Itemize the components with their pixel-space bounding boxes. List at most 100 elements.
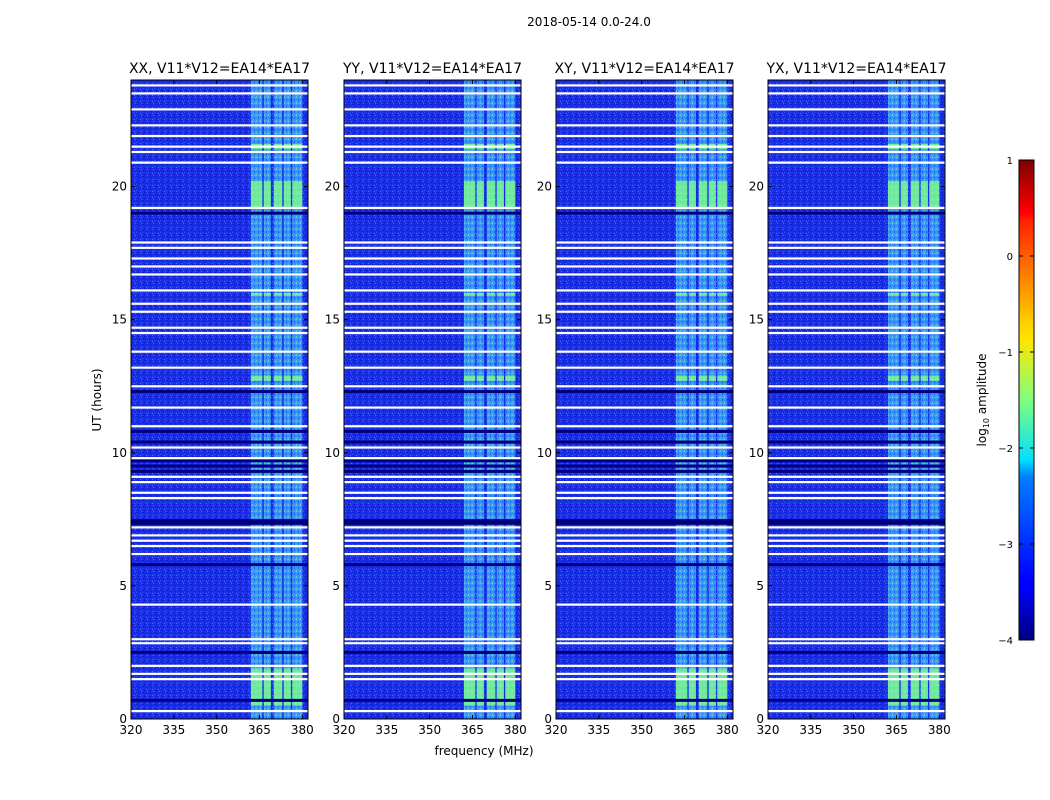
flagged-row	[556, 603, 733, 606]
dark-row	[768, 429, 945, 433]
y-tick-label: 20	[112, 180, 127, 194]
rfi-band	[463, 80, 476, 719]
flagged-row	[768, 161, 945, 164]
strong-rfi-patch	[292, 293, 303, 296]
strong-rfi-patch	[910, 375, 920, 381]
panel-title: XY, V11*V12=EA14*EA17	[554, 61, 734, 77]
flagged-row	[344, 302, 521, 305]
x-tick-label: 365	[885, 723, 908, 737]
strong-rfi-patch	[486, 181, 496, 208]
dark-row	[131, 429, 308, 433]
y-tick-label: 5	[332, 579, 340, 593]
flagged-row	[768, 491, 945, 494]
flagged-row	[768, 108, 945, 111]
strong-rfi-patch	[887, 668, 900, 706]
flagged-row	[344, 206, 521, 209]
flagged-row	[556, 457, 733, 460]
dark-row	[768, 469, 945, 473]
flagged-row	[344, 642, 521, 645]
dark-row	[131, 440, 308, 444]
strong-rfi-patch	[717, 375, 728, 381]
colorbar-label: log10 amplitude	[975, 354, 991, 447]
flagged-row	[556, 534, 733, 537]
x-axis-label: frequency (MHz)	[434, 744, 533, 758]
flagged-row	[344, 124, 521, 127]
panel-frame	[130, 79, 309, 720]
strong-rfi-patch	[496, 375, 504, 381]
rfi-band	[292, 80, 303, 719]
flagged-row	[131, 544, 308, 548]
flagged-row	[131, 366, 308, 369]
strong-rfi-patch	[292, 375, 303, 381]
y-tick-label: 10	[325, 446, 340, 460]
strong-rfi-patch	[688, 293, 696, 296]
flagged-row	[344, 385, 521, 388]
flagged-row	[768, 544, 945, 548]
strong-rfi-patch	[505, 668, 516, 706]
strong-rfi-patch	[717, 668, 728, 706]
flagged-row	[556, 241, 733, 244]
rfi-band	[273, 80, 283, 719]
x-tick-label: 365	[461, 723, 484, 737]
strong-rfi-patch	[273, 293, 283, 296]
flagged-row	[556, 425, 733, 428]
y-tick-label: 15	[325, 313, 340, 327]
flagged-row	[556, 366, 733, 369]
strong-rfi-patch	[910, 181, 920, 208]
flagged-row	[556, 710, 733, 713]
flagged-row	[768, 331, 945, 335]
strong-rfi-patch	[505, 293, 516, 296]
rfi-band	[698, 80, 708, 719]
colorbar-tick-label: 1	[1007, 156, 1013, 167]
flagged-row	[344, 92, 521, 95]
strong-rfi-patch	[675, 293, 688, 296]
y-axis-label: UT (hours)	[90, 368, 104, 431]
flagged-row	[344, 638, 521, 641]
flagged-row	[131, 108, 308, 111]
flagged-row	[344, 457, 521, 460]
flagged-row	[131, 497, 308, 500]
flagged-row	[131, 425, 308, 428]
x-tick-label: 335	[375, 723, 398, 737]
flagged-row	[344, 161, 521, 164]
flagged-row	[556, 134, 733, 138]
dark-row	[344, 563, 521, 567]
flagged-row	[131, 603, 308, 606]
flagged-row	[768, 642, 945, 645]
strong-rfi-patch	[273, 668, 283, 706]
panel-yy: YY, V11*V12=EA14*EA17 320 335 350 365 380 0 5 10…	[325, 61, 527, 737]
strong-rfi-patch	[283, 181, 291, 208]
panel-xx: XX, V11*V12=EA14*EA17 320 335 350 365 380 0 5 10…	[112, 61, 314, 737]
strong-rfi-patch	[717, 181, 728, 208]
flagged-row	[768, 406, 945, 409]
flagged-row	[344, 526, 521, 529]
flagged-row	[344, 710, 521, 713]
flagged-row	[131, 134, 308, 138]
flagged-row	[556, 638, 733, 641]
flagged-row	[344, 134, 521, 138]
rfi-band	[496, 80, 504, 719]
strong-rfi-patch	[283, 375, 291, 381]
flagged-row	[768, 457, 945, 460]
y-tick-label: 20	[325, 180, 340, 194]
strong-rfi-patch	[496, 293, 504, 296]
flagged-row	[556, 491, 733, 494]
flagged-row	[556, 108, 733, 111]
strong-rfi-patch	[486, 293, 496, 296]
flagged-row	[131, 526, 308, 529]
flagged-row	[344, 241, 521, 244]
rfi-band	[675, 80, 688, 719]
strong-rfi-patch	[505, 375, 516, 381]
flagged-row	[131, 145, 308, 148]
strong-rfi-patch	[698, 375, 708, 381]
flagged-row	[556, 150, 733, 154]
flagged-row	[131, 246, 308, 249]
x-tick-label: 320	[120, 723, 143, 737]
flagged-row	[768, 664, 945, 667]
y-tick-label: 20	[537, 180, 552, 194]
panel-frame	[555, 79, 734, 720]
dark-row	[768, 650, 945, 654]
flagged-row	[556, 350, 733, 353]
colorbar-tick-label: 0	[1007, 252, 1013, 263]
flagged-row	[768, 92, 945, 95]
